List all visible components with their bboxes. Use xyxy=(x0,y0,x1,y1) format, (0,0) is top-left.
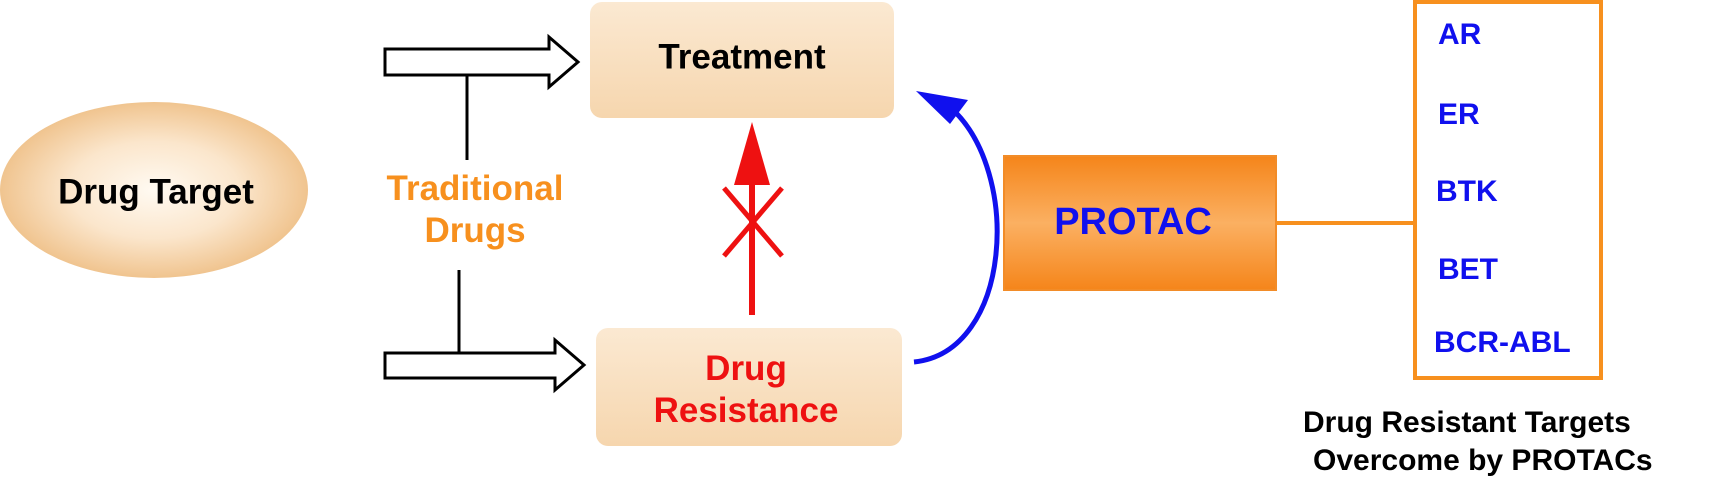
protac-curve-arrowhead xyxy=(916,91,968,124)
drug-resistance-label: Drug Resistance xyxy=(654,348,839,432)
traditional-drugs-arrow-top xyxy=(383,33,581,91)
traditional-drugs-line-1: Traditional xyxy=(386,169,564,208)
treatment-label: Treatment xyxy=(658,37,826,77)
traditional-drugs-arrow-bottom xyxy=(383,336,587,394)
traditional-drugs-line-2: Drugs xyxy=(424,211,526,250)
target-bet: BET xyxy=(1438,253,1498,286)
traditional-drugs-label: Traditional Drugs xyxy=(387,168,564,252)
targets-caption-line-2: Overcome by PROTACs xyxy=(1313,444,1653,477)
drug-resistance-line-1: Drug xyxy=(705,349,787,388)
target-er: ER xyxy=(1438,98,1480,131)
block-cross-icon-2 xyxy=(722,186,784,258)
protac-label: PROTAC xyxy=(1054,201,1212,243)
target-bcr-abl: BCR-ABL xyxy=(1434,326,1571,359)
protac-box xyxy=(1004,156,1276,290)
drug-resistance-box xyxy=(596,328,902,446)
drug-target-node xyxy=(0,102,308,278)
targets-caption-line-1: Drug Resistant Targets xyxy=(1303,406,1631,439)
protac-curve-arrow xyxy=(913,106,1000,365)
drug-resistance-line-2: Resistance xyxy=(653,391,839,430)
target-ar: AR xyxy=(1438,18,1482,51)
target-btk: BTK xyxy=(1436,175,1498,208)
drug-target-label: Drug Target xyxy=(58,172,254,212)
treatment-box xyxy=(590,2,894,118)
blocked-arrow-head xyxy=(734,122,770,185)
targets-box xyxy=(1413,0,1603,380)
